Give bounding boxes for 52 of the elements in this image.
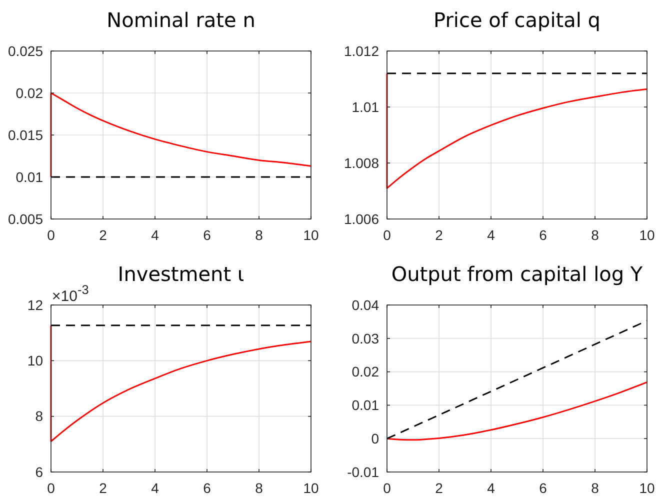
x-tick-label: 4 <box>487 480 496 496</box>
y-tick-label: 0.03 <box>352 330 380 346</box>
y-tick-label: 12 <box>27 296 44 313</box>
x-tick-label: 2 <box>435 227 444 243</box>
x-tick-label: 8 <box>591 227 600 243</box>
line-series <box>50 324 312 442</box>
x-tick-label: 4 <box>151 227 160 243</box>
x-tick-label: 8 <box>591 480 600 496</box>
x-tick-label: 6 <box>539 227 548 243</box>
x-tick-label: 0 <box>47 480 56 496</box>
y-tick-label: -0.01 <box>347 464 380 480</box>
y-tick-label: 10 <box>27 352 44 369</box>
y-tick-label: 0.02 <box>352 364 380 380</box>
x-tick-label: 10 <box>303 227 319 243</box>
y-tick-label: 0.02 <box>16 84 44 101</box>
y-tick-label: 1.006 <box>344 210 380 227</box>
line-series <box>386 381 648 441</box>
x-tick-label: 2 <box>99 480 108 496</box>
x-tick-label: 6 <box>203 227 212 243</box>
y-tick-label: 0.01 <box>352 397 380 414</box>
x-tick-label: 0 <box>383 480 392 496</box>
chart-title: Output from capital log Y <box>391 262 644 286</box>
x-tick-label: 6 <box>539 480 548 496</box>
chart-title: Price of capital q <box>434 8 600 32</box>
y-tick-label: 8 <box>35 408 44 424</box>
x-tick-label: 0 <box>47 227 56 243</box>
y-tick-label: 0.005 <box>8 210 44 227</box>
x-tick-label: 6 <box>203 480 212 496</box>
y-tick-label: 0 <box>371 430 380 446</box>
x-tick-label: 0 <box>383 227 392 243</box>
x-tick-label: 8 <box>255 480 264 496</box>
line-series <box>386 72 648 189</box>
x-tick-label: 10 <box>639 480 655 496</box>
chart-title: Nominal rate n <box>106 8 256 32</box>
y-tick-label: 1.012 <box>344 42 380 59</box>
x-tick-label: 8 <box>255 227 264 243</box>
line-series <box>50 92 312 178</box>
y-tick-label: 0.025 <box>8 42 44 59</box>
x-tick-label: 4 <box>487 227 496 243</box>
y-tick-label: 1.008 <box>344 154 380 171</box>
y-tick-label: 0.04 <box>352 296 380 313</box>
x-tick-label: 2 <box>99 227 108 243</box>
annotation: ×10$^{-3}$ <box>52 282 89 305</box>
y-tick-label: 0.01 <box>16 168 44 185</box>
y-tick-label: 6 <box>35 464 44 480</box>
x-tick-label: 4 <box>151 480 160 496</box>
y-tick-label: 0.015 <box>8 126 44 143</box>
x-tick-label: 10 <box>639 227 655 243</box>
chart-title: Investment ι <box>118 262 244 286</box>
x-tick-label: 2 <box>435 480 444 496</box>
x-tick-label: 10 <box>303 480 319 496</box>
y-tick-label: 1.01 <box>352 98 380 115</box>
